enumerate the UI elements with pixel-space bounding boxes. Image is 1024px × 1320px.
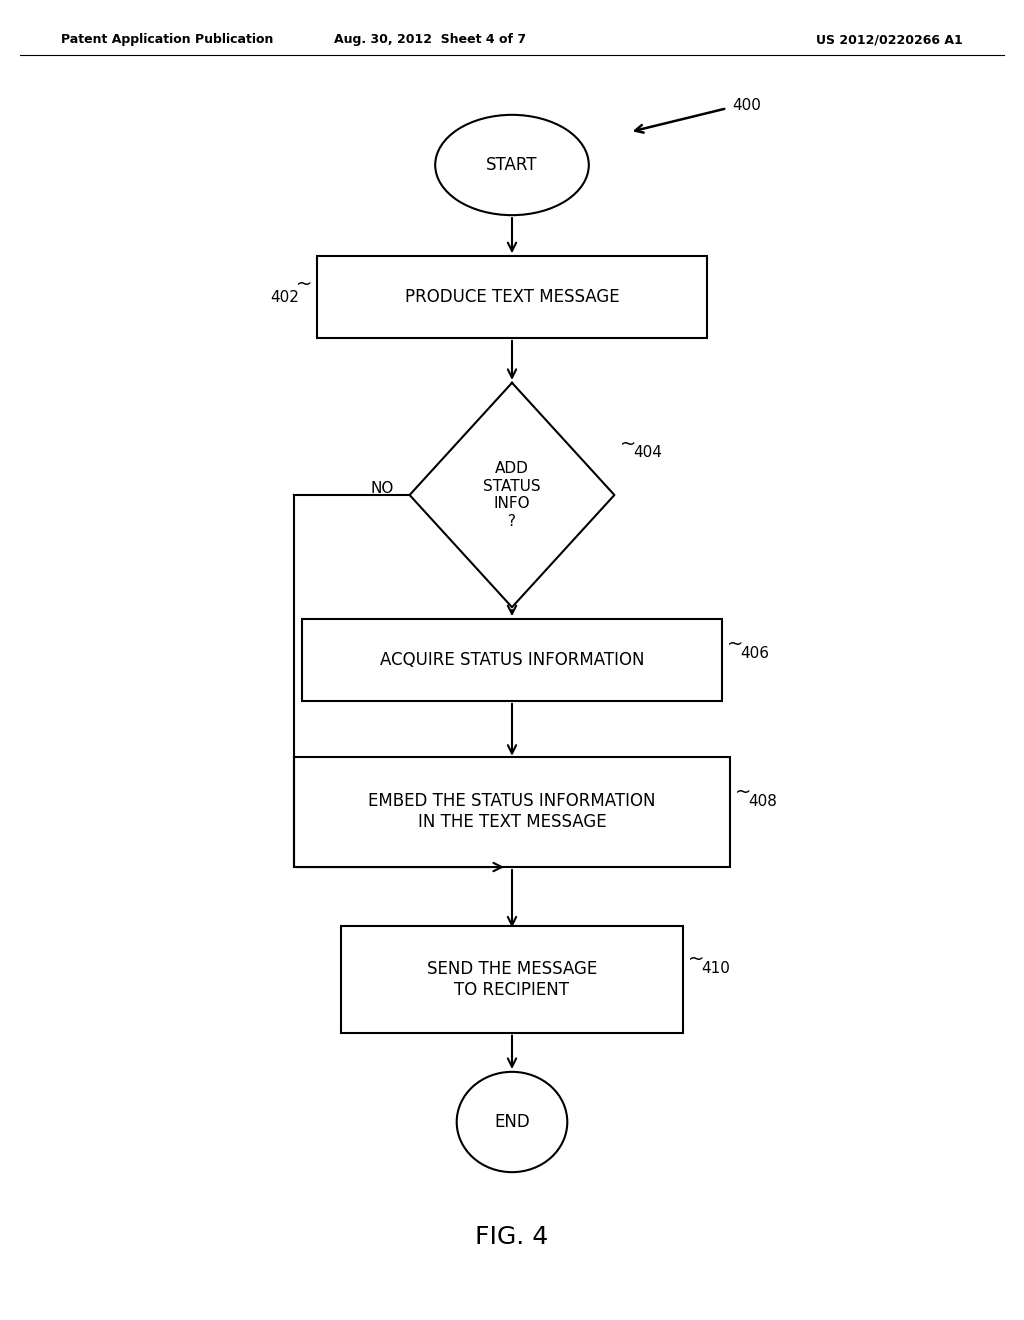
Text: Aug. 30, 2012  Sheet 4 of 7: Aug. 30, 2012 Sheet 4 of 7: [334, 33, 526, 46]
Text: START: START: [486, 156, 538, 174]
Text: 406: 406: [740, 645, 770, 661]
Text: FIG. 4: FIG. 4: [475, 1225, 549, 1249]
Text: ~: ~: [620, 436, 636, 454]
Text: ~: ~: [735, 783, 752, 801]
Text: 408: 408: [749, 793, 777, 809]
Text: ACQUIRE STATUS INFORMATION: ACQUIRE STATUS INFORMATION: [380, 651, 644, 669]
FancyBboxPatch shape: [302, 619, 722, 701]
Text: END: END: [495, 1113, 529, 1131]
Text: ~: ~: [688, 950, 705, 969]
Text: EMBED THE STATUS INFORMATION
IN THE TEXT MESSAGE: EMBED THE STATUS INFORMATION IN THE TEXT…: [369, 792, 655, 832]
Text: NO: NO: [371, 480, 394, 496]
Text: YES: YES: [520, 631, 549, 645]
Ellipse shape: [457, 1072, 567, 1172]
Text: 410: 410: [701, 961, 730, 977]
Text: ~: ~: [727, 635, 743, 653]
FancyBboxPatch shape: [341, 927, 683, 1032]
Text: 402: 402: [270, 289, 299, 305]
Text: Patent Application Publication: Patent Application Publication: [61, 33, 273, 46]
FancyBboxPatch shape: [317, 256, 707, 338]
Text: PRODUCE TEXT MESSAGE: PRODUCE TEXT MESSAGE: [404, 288, 620, 306]
Text: SEND THE MESSAGE
TO RECIPIENT: SEND THE MESSAGE TO RECIPIENT: [427, 960, 597, 999]
Text: US 2012/0220266 A1: US 2012/0220266 A1: [816, 33, 963, 46]
Text: 404: 404: [633, 445, 662, 459]
FancyBboxPatch shape: [294, 756, 730, 867]
Polygon shape: [410, 383, 614, 607]
Text: ADD
STATUS
INFO
?: ADD STATUS INFO ?: [483, 462, 541, 528]
Text: ~: ~: [296, 275, 312, 293]
Text: 400: 400: [732, 98, 761, 114]
Ellipse shape: [435, 115, 589, 215]
